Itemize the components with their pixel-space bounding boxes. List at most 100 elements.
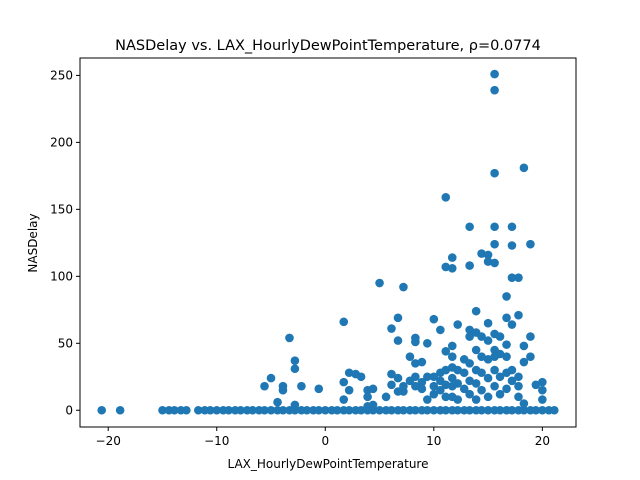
- data-point: [411, 359, 420, 368]
- data-point: [224, 405, 233, 415]
- data-point: [514, 392, 523, 402]
- data-point: [115, 405, 125, 415]
- data-point: [441, 392, 451, 402]
- data-point: [490, 69, 499, 79]
- data-point: [519, 357, 529, 367]
- data-point: [429, 389, 439, 399]
- data-point: [423, 405, 432, 415]
- data-point: [248, 405, 257, 415]
- data-point: [465, 261, 474, 270]
- data-point: [297, 381, 306, 391]
- data-point: [441, 347, 451, 356]
- data-point: [236, 405, 245, 415]
- data-point: [471, 345, 481, 355]
- data-point: [477, 405, 486, 415]
- data-point: [441, 365, 451, 375]
- data-point: [495, 372, 505, 382]
- data-point: [502, 352, 511, 361]
- data-point: [97, 405, 107, 415]
- data-point: [507, 273, 517, 282]
- data-point: [423, 395, 432, 404]
- data-point: [393, 313, 403, 323]
- data-point: [495, 389, 505, 399]
- data-point: [490, 365, 499, 375]
- data-point: [447, 341, 457, 351]
- data-point: [538, 395, 547, 404]
- data-point: [290, 356, 300, 366]
- data-point: [393, 373, 403, 383]
- data-point: [290, 364, 300, 374]
- data-point: [519, 163, 529, 173]
- data-point: [507, 376, 517, 386]
- data-point: [514, 273, 523, 282]
- data-point: [266, 373, 276, 383]
- data-point: [375, 405, 384, 415]
- data-point: [441, 262, 451, 272]
- data-point: [436, 325, 445, 335]
- data-point: [332, 405, 342, 415]
- data-point: [339, 377, 349, 387]
- data-point: [266, 405, 276, 415]
- y-tick-label: 50: [58, 336, 73, 350]
- data-point: [483, 373, 493, 383]
- data-point: [399, 387, 408, 396]
- data-point: [465, 376, 474, 386]
- data-point: [411, 372, 420, 382]
- y-tick-label: 100: [50, 269, 73, 283]
- data-point: [441, 405, 451, 415]
- data-point: [453, 379, 463, 388]
- data-point: [205, 405, 215, 415]
- data-point: [344, 385, 354, 395]
- data-point: [441, 380, 451, 390]
- data-point: [285, 333, 294, 343]
- data-point: [459, 368, 469, 378]
- data-point: [477, 385, 486, 395]
- data-point: [344, 368, 354, 378]
- data-point: [429, 405, 439, 415]
- data-point: [387, 369, 396, 379]
- data-point: [526, 352, 535, 361]
- data-point: [399, 282, 408, 292]
- data-point: [260, 405, 269, 415]
- data-point: [502, 313, 511, 323]
- data-point: [429, 381, 439, 391]
- data-point: [339, 317, 349, 327]
- data-point: [483, 392, 493, 402]
- y-tick-label: 0: [65, 403, 73, 417]
- data-point: [483, 355, 493, 364]
- data-point: [483, 336, 493, 345]
- plot-frame: [79, 57, 577, 428]
- data-point: [453, 320, 463, 329]
- data-point: [411, 381, 420, 391]
- y-axis-label: NASDelay: [26, 213, 40, 272]
- data-point: [290, 400, 300, 410]
- y-tick-label: 250: [50, 68, 73, 82]
- x-tick-label: 20: [535, 434, 550, 448]
- data-point: [417, 384, 427, 394]
- data-point: [387, 405, 396, 415]
- data-point: [170, 405, 179, 415]
- data-point: [417, 377, 427, 387]
- data-point: [278, 385, 288, 395]
- data-point: [453, 395, 463, 404]
- data-point: [483, 318, 493, 328]
- data-point: [502, 384, 511, 394]
- data-point: [495, 332, 505, 341]
- data-point: [423, 372, 432, 382]
- x-axis-ticks: −20 −10 0 10 20: [96, 427, 550, 448]
- data-point: [531, 380, 541, 390]
- data-point: [519, 399, 529, 408]
- data-point: [507, 365, 517, 375]
- data-point: [375, 278, 384, 288]
- data-point: [514, 372, 523, 382]
- data-point: [393, 336, 403, 345]
- data-point: [471, 395, 481, 404]
- data-point: [465, 325, 474, 335]
- data-points: [97, 69, 559, 415]
- data-point: [447, 263, 457, 273]
- data-point: [477, 368, 486, 378]
- data-point: [356, 372, 366, 382]
- data-point: [495, 405, 505, 415]
- data-point: [339, 395, 349, 404]
- data-point: [507, 222, 517, 232]
